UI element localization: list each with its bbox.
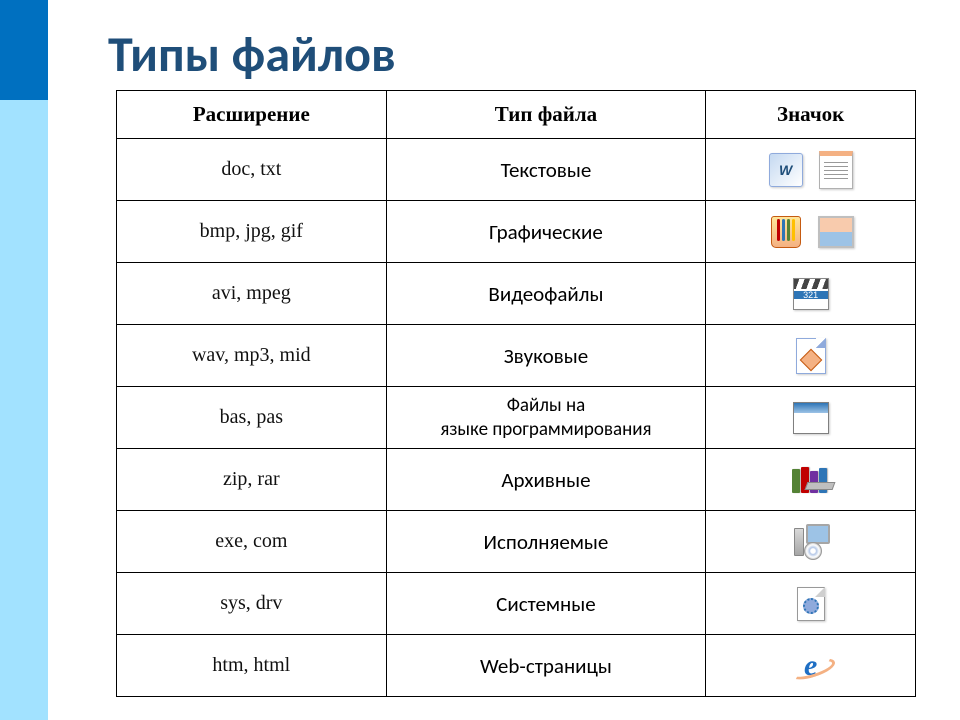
paintcup-icon	[767, 213, 805, 251]
table-row: wav, mp3, midЗвуковые	[117, 325, 916, 387]
sidebar-accent-dark	[0, 0, 48, 100]
cell-extension: sys, drv	[117, 573, 387, 635]
cell-filetype: Текстовые	[386, 139, 706, 201]
cell-filetype: Архивные	[386, 449, 706, 511]
notepad-icon	[817, 151, 855, 189]
cell-filetype: Видеофайлы	[386, 263, 706, 325]
word-icon: W	[767, 151, 805, 189]
cell-filetype: Web-страницы	[386, 635, 706, 697]
cell-extension: wav, mp3, mid	[117, 325, 387, 387]
cell-filetype: Файлы наязыке программирования	[386, 387, 706, 449]
col-icon: Значок	[706, 91, 916, 139]
cell-filetype: Звуковые	[386, 325, 706, 387]
cell-extension: avi, mpeg	[117, 263, 387, 325]
cell-extension: bmp, jpg, gif	[117, 201, 387, 263]
cell-extension: doc, txt	[117, 139, 387, 201]
cell-icon	[706, 201, 916, 263]
audiopage-icon	[792, 337, 830, 375]
file-types-table: Расширение Тип файла Значок doc, txtТекс…	[116, 90, 916, 697]
table-row: exe, comИсполняемые	[117, 511, 916, 573]
table-body: doc, txtТекстовые Wbmp, jpg, gifГрафическ…	[117, 139, 916, 697]
cell-filetype: Исполняемые	[386, 511, 706, 573]
table-row: htm, htmlWeb-страницы e	[117, 635, 916, 697]
cell-icon	[706, 387, 916, 449]
cell-icon	[706, 511, 916, 573]
table-row: sys, drvСистемные	[117, 573, 916, 635]
table-row: doc, txtТекстовые W	[117, 139, 916, 201]
cell-icon: e	[706, 635, 916, 697]
cell-icon: W	[706, 139, 916, 201]
table-row: zip, rarАрхивные	[117, 449, 916, 511]
cell-extension: zip, rar	[117, 449, 387, 511]
cell-extension: bas, pas	[117, 387, 387, 449]
books-icon	[792, 461, 830, 499]
photo-icon	[817, 213, 855, 251]
computer-icon	[792, 523, 830, 561]
cell-extension: htm, html	[117, 635, 387, 697]
ie-icon: e	[792, 647, 830, 685]
table-row: bmp, jpg, gifГрафические	[117, 201, 916, 263]
window-icon	[792, 399, 830, 437]
col-filetype: Тип файла	[386, 91, 706, 139]
col-extension: Расширение	[117, 91, 387, 139]
sysfile-icon	[792, 585, 830, 623]
cell-icon	[706, 263, 916, 325]
page-title: Типы файлов	[108, 24, 396, 85]
table-row: bas, pasФайлы наязыке программирования	[117, 387, 916, 449]
cell-icon	[706, 325, 916, 387]
clapper-icon	[792, 275, 830, 313]
cell-extension: exe, com	[117, 511, 387, 573]
cell-filetype: Графические	[386, 201, 706, 263]
sidebar-accent-light	[0, 100, 48, 720]
cell-icon	[706, 449, 916, 511]
table-row: avi, mpegВидеофайлы	[117, 263, 916, 325]
cell-icon	[706, 573, 916, 635]
cell-filetype: Системные	[386, 573, 706, 635]
